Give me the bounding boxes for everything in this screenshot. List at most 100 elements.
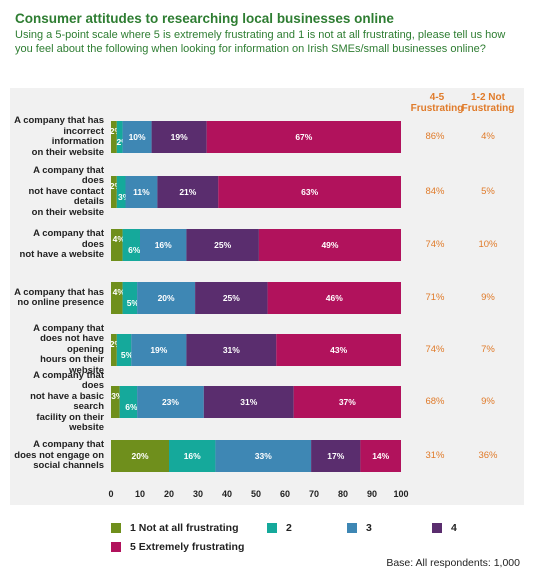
bar-segment [116,121,123,153]
bar-segment [137,386,204,418]
frustrating-percentage: 84% [425,186,445,197]
bar-value-label: 11% [133,187,150,197]
bar-value-label: 20% [131,451,148,461]
row-label: A company that has no online presence [14,286,104,308]
bar-segment [131,334,187,366]
legend-swatch [432,523,442,533]
frustrating-percentage: 68% [425,396,445,407]
bar-value-label: 31% [223,345,240,355]
bar-value-label: 46% [326,293,343,303]
bar-segment [111,121,117,153]
bar-segment [311,440,361,472]
bar-segment [195,282,268,314]
chart-title: Consumer attitudes to researching local … [15,11,394,26]
not-frustrating-percentage: 9% [481,396,495,407]
bar-segment [215,440,312,472]
legend-item: 4 [432,522,457,534]
legend-swatch [111,542,121,552]
legend-item: 2 [267,522,292,534]
x-tick-label: 100 [393,489,408,499]
bar-segment [151,121,207,153]
row-label: A company that does not have a website [19,228,104,261]
legend-label: 5 Extremely frustrating [130,541,245,553]
bar-segment [258,229,401,261]
legend-label: 2 [286,522,292,534]
bar-value-label: 17% [327,451,344,461]
bar-value-label: 43% [330,345,347,355]
bar-value-label: 10% [129,132,146,142]
not-frustrating-percentage: 5% [481,186,495,197]
x-tick-label: 20 [164,489,174,499]
bar-segment [125,176,158,208]
legend-label: 4 [451,522,457,534]
not-frustrating-percentage: 10% [478,239,498,250]
bar-value-label: 2% [110,126,123,136]
bar-value-label: 4% [113,234,126,244]
not-frustrating-percentage: 4% [481,131,495,142]
bar-segment [122,121,152,153]
bar-segment [360,440,401,472]
bar-value-label: 2% [110,339,123,349]
row-label: A company that does not engage on social… [14,439,104,472]
bar-segment [206,121,401,153]
legend-item: 1 Not at all frustrating [111,522,239,534]
bar-value-label: 25% [214,240,231,250]
bar-value-label: 3% [118,192,131,202]
bar-segment [111,282,123,314]
x-tick-label: 60 [280,489,290,499]
bar-segment [293,386,401,418]
bar-value-label: 3% [111,391,124,401]
legend-swatch [347,523,357,533]
x-tick-label: 10 [135,489,145,499]
bar-segment [186,334,277,366]
x-tick-label: 40 [222,489,232,499]
bar-value-label: 63% [301,187,318,197]
bar-segment [186,229,259,261]
bar-value-label: 16% [155,240,172,250]
bar-value-label: 6% [125,402,138,412]
chart-subtitle: Using a 5-point scale where 5 is extreme… [15,29,506,55]
bar-value-label: 5% [127,298,140,308]
bar-segment [111,229,123,261]
bar-value-label: 23% [162,397,179,407]
bar-value-label: 5% [121,350,134,360]
frustrating-percentage: 74% [425,344,445,355]
frustrating-percentage: 31% [425,450,445,461]
legend-item: 5 Extremely frustrating [111,541,244,553]
bar-value-label: 21% [179,187,196,197]
legend-label: 1 Not at all frustrating [130,522,239,534]
x-tick-label: 50 [251,489,261,499]
bar-value-label: 4% [113,287,126,297]
legend-item: 3 [347,522,372,534]
bar-value-label: 67% [295,132,312,142]
bar-value-label: 20% [158,293,175,303]
x-tick-label: 0 [108,489,113,499]
bar-segment [140,229,187,261]
x-tick-label: 90 [367,489,377,499]
frustrating-percentage: 71% [425,292,445,303]
bar-value-label: 37% [339,397,356,407]
bar-segment [116,334,132,366]
bar-segment [111,386,120,418]
bar-value-label: 49% [321,240,338,250]
bar-value-label: 31% [240,397,257,407]
bar-segment [276,334,401,366]
bar-value-label: 25% [223,293,240,303]
bar-value-label: 33% [255,451,272,461]
row-label: A company that has incorrect information… [14,115,104,158]
bar-segment [203,386,294,418]
legend-swatch [267,523,277,533]
bar-segment [218,176,401,208]
bar-segment [267,282,401,314]
column-header-frustrating: 4-5 Frustrating [410,92,464,114]
bar-segment [119,386,138,418]
x-tick-label: 30 [193,489,203,499]
not-frustrating-percentage: 36% [478,450,498,461]
legend-swatch [111,523,121,533]
column-header-not-frustrating: 1-2 Not Frustrating [461,92,515,114]
bar-segment [111,334,117,366]
base-note: Base: All respondents: 1,000 [386,557,520,569]
bar-segment [111,440,169,472]
bar-value-label: 19% [150,345,167,355]
